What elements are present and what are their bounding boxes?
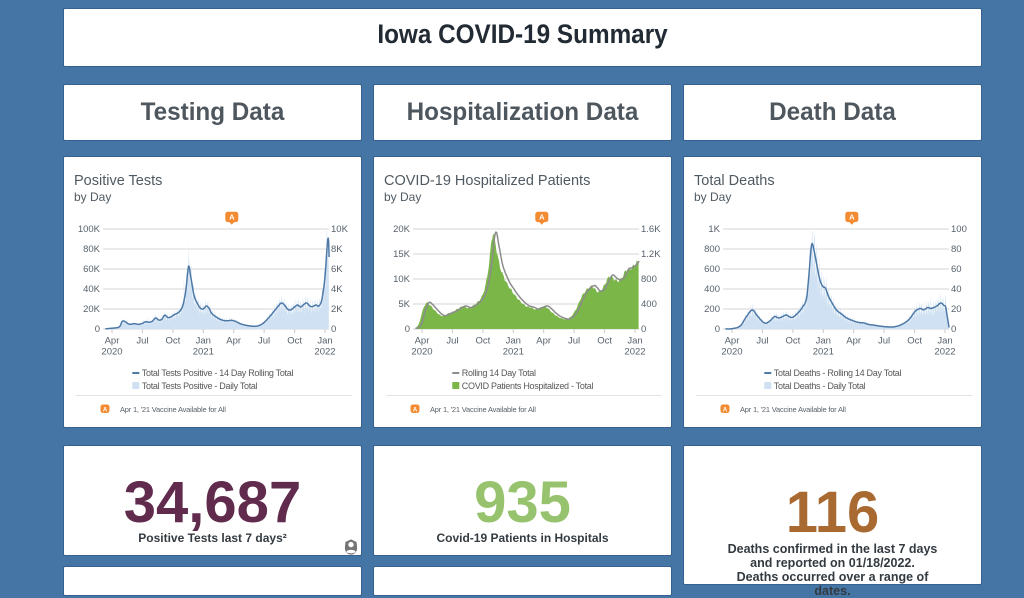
svg-text:Apr: Apr — [105, 336, 120, 347]
svg-text:2022: 2022 — [314, 347, 335, 358]
svg-text:A: A — [103, 408, 108, 414]
svg-text:2020: 2020 — [411, 347, 432, 358]
svg-text:Jul: Jul — [258, 336, 270, 347]
svg-text:100K: 100K — [78, 224, 101, 235]
svg-text:4K: 4K — [331, 284, 343, 295]
svg-text:1.6K: 1.6K — [641, 224, 661, 235]
svg-text:A: A — [723, 408, 728, 414]
svg-text:2K: 2K — [331, 304, 343, 315]
svg-text:5K: 5K — [398, 299, 410, 310]
svg-text:2022: 2022 — [624, 347, 645, 358]
svg-text:20K: 20K — [83, 304, 101, 315]
svg-text:A: A — [229, 213, 235, 222]
svg-text:Jul: Jul — [568, 336, 580, 347]
svg-text:0: 0 — [95, 324, 100, 335]
svg-text:Jul: Jul — [446, 336, 458, 347]
svg-text:Jul: Jul — [878, 336, 890, 347]
svg-text:Jul: Jul — [136, 336, 148, 347]
svg-text:10K: 10K — [393, 274, 411, 285]
svg-text:20K: 20K — [393, 224, 411, 235]
svg-text:0: 0 — [951, 324, 956, 335]
svg-text:Oct: Oct — [166, 336, 181, 347]
svg-text:Jan: Jan — [196, 336, 211, 347]
svg-text:Oct: Oct — [907, 336, 922, 347]
svg-text:2022: 2022 — [934, 347, 955, 358]
svg-text:0: 0 — [715, 324, 720, 335]
svg-text:40: 40 — [951, 284, 962, 295]
svg-text:20: 20 — [951, 304, 962, 315]
svg-text:0: 0 — [405, 324, 410, 335]
svg-text:8K: 8K — [331, 244, 343, 255]
svg-text:6K: 6K — [331, 264, 343, 275]
svg-text:Jan: Jan — [317, 336, 332, 347]
svg-text:Jan: Jan — [506, 336, 521, 347]
svg-text:0: 0 — [331, 324, 336, 335]
svg-text:1K: 1K — [708, 224, 720, 235]
svg-text:15K: 15K — [393, 249, 411, 260]
svg-text:Apr: Apr — [725, 336, 740, 347]
svg-text:2020: 2020 — [101, 347, 122, 358]
svg-text:1.2K: 1.2K — [641, 249, 661, 260]
svg-text:Jan: Jan — [937, 336, 952, 347]
svg-text:Oct: Oct — [786, 336, 801, 347]
svg-text:Apr: Apr — [226, 336, 241, 347]
svg-text:Oct: Oct — [476, 336, 491, 347]
svg-text:10K: 10K — [331, 224, 349, 235]
svg-text:60: 60 — [951, 264, 962, 275]
svg-text:80: 80 — [951, 244, 962, 255]
svg-text:40K: 40K — [83, 284, 101, 295]
svg-text:Jul: Jul — [756, 336, 768, 347]
svg-text:2021: 2021 — [503, 347, 524, 358]
svg-text:A: A — [413, 408, 418, 414]
svg-text:Oct: Oct — [287, 336, 302, 347]
svg-text:100: 100 — [951, 224, 967, 235]
svg-text:400: 400 — [704, 284, 720, 295]
svg-text:Oct: Oct — [597, 336, 612, 347]
svg-text:Apr: Apr — [415, 336, 430, 347]
svg-text:200: 200 — [704, 304, 720, 315]
svg-text:600: 600 — [704, 264, 720, 275]
svg-text:2021: 2021 — [193, 347, 214, 358]
svg-text:800: 800 — [704, 244, 720, 255]
svg-text:800: 800 — [641, 274, 657, 285]
svg-text:Apr: Apr — [846, 336, 861, 347]
svg-text:A: A — [849, 213, 855, 222]
svg-text:Apr: Apr — [536, 336, 551, 347]
svg-text:0: 0 — [641, 324, 646, 335]
svg-text:A: A — [539, 213, 545, 222]
svg-text:2020: 2020 — [721, 347, 742, 358]
svg-text:Jan: Jan — [816, 336, 831, 347]
svg-text:2021: 2021 — [813, 347, 834, 358]
svg-text:60K: 60K — [83, 264, 101, 275]
svg-text:Jan: Jan — [627, 336, 642, 347]
svg-text:400: 400 — [641, 299, 657, 310]
svg-text:80K: 80K — [83, 244, 101, 255]
